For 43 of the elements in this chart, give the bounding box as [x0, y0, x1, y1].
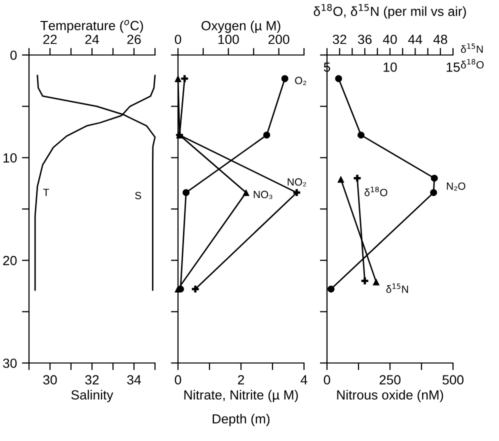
x-tick-label: 0 [174, 375, 182, 384]
series-label: δ$^{18}$O [364, 186, 388, 196]
x2-tick-label: 200 [268, 34, 290, 44]
x-tick-label: 15 [446, 62, 460, 72]
series-label: δ$^{15}$N [386, 284, 408, 293]
x2-axis-title: Oxygen (µ M) [202, 20, 280, 33]
series-label: NO₃ [254, 190, 272, 199]
series-label: N₂O [446, 182, 466, 191]
y-tick-label: 30 [3, 358, 17, 368]
y-tick-label: 20 [3, 256, 17, 266]
x2-tick-label: 100 [218, 34, 239, 44]
series-label: NO₂ [288, 178, 306, 186]
x-tick-label: 250 [380, 375, 400, 384]
x-tick-label: 500 [442, 375, 464, 384]
x-tick-label: 34 [127, 375, 141, 384]
x-axis-title: Nitrate, Nitrite (µ M) [184, 390, 298, 402]
x-tick-label: 4 [300, 375, 308, 384]
x2-axis-title: δ$^{15}$N [461, 43, 483, 53]
x2-tick-label: 48 [433, 34, 448, 44]
x-tick-label: 30 [43, 375, 57, 384]
x2-tick-label: 22 [43, 34, 57, 44]
x2-tick-label: 36 [358, 34, 372, 44]
x-tick-label: 10 [384, 62, 397, 72]
y-tick-label: 0 [10, 50, 17, 60]
x-axis-title: Salinity [71, 390, 114, 402]
x2-tick-label: 32 [332, 34, 346, 44]
x2-tick-label: 44 [408, 34, 422, 44]
y-tick-label: 10 [4, 153, 17, 163]
x2-tick-label: 40 [382, 34, 397, 44]
series-label: S [135, 192, 142, 200]
y-axis-title: Depth (m) [212, 414, 270, 426]
x2-axis-title: Temperature ($^{o}$C) [40, 20, 143, 33]
x2-tick-label: 0 [174, 34, 182, 44]
x-tick-label: 2 [238, 375, 244, 384]
x-axis-title: Nitrous oxide (nM) [337, 390, 444, 402]
x-tick-label: 32 [85, 375, 99, 384]
series-label: O₂ [295, 76, 306, 85]
x-tick-label: 0 [324, 375, 330, 384]
x2-tick-label: 26 [127, 34, 141, 44]
x2-tick-label: 24 [85, 34, 99, 44]
chart-title: δ$^{18}$O, δ$^{15}$N (per mil vs air) [314, 4, 466, 19]
x-axis-title: δ$^{18}$O [461, 58, 484, 68]
series-label: T [43, 188, 50, 196]
